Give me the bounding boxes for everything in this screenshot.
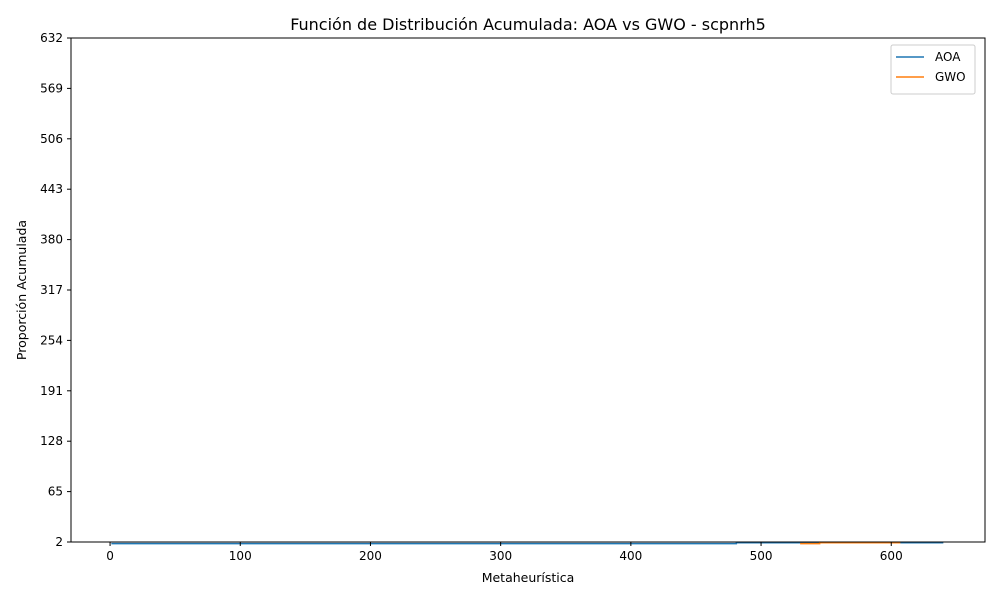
y-tick-label: 506 — [40, 132, 63, 146]
x-tick-label: 100 — [229, 549, 252, 563]
y-tick-label: 569 — [40, 81, 63, 95]
y-tick-label: 317 — [40, 283, 63, 297]
y-axis-label: Proporción Acumulada — [14, 220, 29, 360]
x-tick-label: 500 — [750, 549, 773, 563]
y-tick-label: 128 — [40, 434, 63, 448]
y-tick-label: 191 — [40, 384, 63, 398]
legend-entry-gwo: GWO — [935, 70, 966, 84]
plot-background — [71, 38, 985, 542]
x-axis: 0 100 200 300 400 500 600 — [106, 542, 903, 563]
y-tick-label: 65 — [48, 485, 63, 499]
x-tick-label: 0 — [106, 549, 114, 563]
legend-entry-aoa: AOA — [935, 50, 961, 64]
y-tick-label: 2 — [55, 535, 63, 549]
y-tick-label: 254 — [40, 333, 63, 347]
x-tick-label: 300 — [489, 549, 512, 563]
y-tick-label: 380 — [40, 233, 63, 247]
y-tick-label: 443 — [40, 182, 63, 196]
y-axis: 2 65 128 191 254 317 380 443 506 569 632 — [40, 31, 71, 549]
x-tick-label: 200 — [359, 549, 382, 563]
plot-area — [70, 37, 986, 545]
y-tick-label: 632 — [40, 31, 63, 45]
series-line-gwo — [800, 542, 901, 545]
x-axis-label: Metaheurística — [482, 570, 575, 585]
x-tick-label: 400 — [619, 549, 642, 563]
legend: AOA GWO — [890, 44, 976, 95]
chart-title: Función de Distribución Acumulada: AOA v… — [290, 15, 766, 34]
x-tick-label: 600 — [880, 549, 903, 563]
